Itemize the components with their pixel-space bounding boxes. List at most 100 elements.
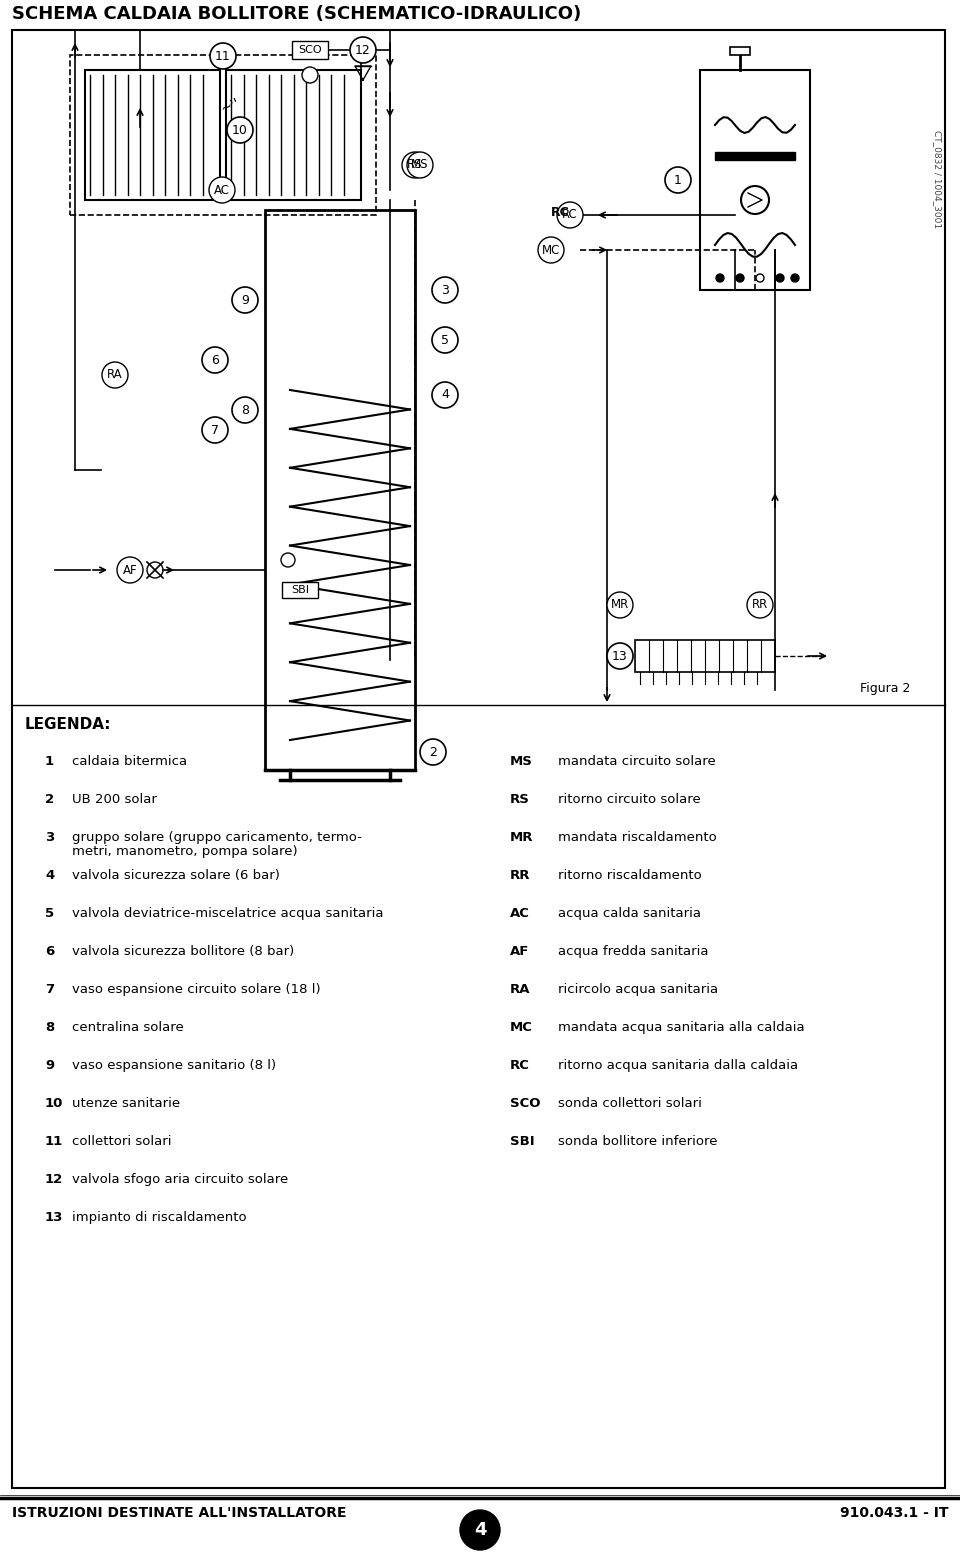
Text: RC: RC xyxy=(510,1059,530,1072)
Text: 12: 12 xyxy=(45,1173,63,1186)
Text: 13: 13 xyxy=(45,1211,63,1225)
Text: 9: 9 xyxy=(45,1059,54,1072)
Text: 10: 10 xyxy=(45,1097,63,1111)
Text: RS: RS xyxy=(407,159,422,172)
Text: valvola sicurezza bollitore (8 bar): valvola sicurezza bollitore (8 bar) xyxy=(72,945,295,958)
Circle shape xyxy=(210,44,236,69)
Text: AC: AC xyxy=(214,184,230,197)
Text: 910.043.1 - IT: 910.043.1 - IT xyxy=(839,1505,948,1519)
Text: ISTRUZIONI DESTINATE ALL'INSTALLATORE: ISTRUZIONI DESTINATE ALL'INSTALLATORE xyxy=(12,1505,347,1519)
Circle shape xyxy=(117,557,143,583)
Text: 2: 2 xyxy=(429,746,437,758)
Text: MR: MR xyxy=(611,599,629,612)
Text: LEGENDA:: LEGENDA: xyxy=(25,718,111,732)
Circle shape xyxy=(557,201,583,228)
Text: SCHEMA CALDAIA BOLLITORE (SCHEMATICO-IDRAULICO): SCHEMA CALDAIA BOLLITORE (SCHEMATICO-IDR… xyxy=(12,5,581,23)
Text: Figura 2: Figura 2 xyxy=(860,682,910,696)
Text: acqua calda sanitaria: acqua calda sanitaria xyxy=(558,906,701,920)
Text: ~'': ~'' xyxy=(218,95,242,115)
Circle shape xyxy=(202,346,228,373)
Text: 2: 2 xyxy=(45,792,54,807)
Circle shape xyxy=(202,417,228,443)
Text: 13: 13 xyxy=(612,649,628,663)
Text: 4: 4 xyxy=(441,388,449,401)
Bar xyxy=(730,47,750,55)
Bar xyxy=(635,640,775,672)
Circle shape xyxy=(741,186,769,214)
Text: vaso espansione sanitario (8 l): vaso espansione sanitario (8 l) xyxy=(72,1059,276,1072)
Text: mandata acqua sanitaria alla caldaia: mandata acqua sanitaria alla caldaia xyxy=(558,1020,804,1034)
Text: ritorno riscaldamento: ritorno riscaldamento xyxy=(558,869,702,881)
Text: collettori solari: collettori solari xyxy=(72,1136,172,1148)
Circle shape xyxy=(407,151,433,178)
Bar xyxy=(282,582,318,597)
Text: 4: 4 xyxy=(473,1521,487,1540)
Text: sonda collettori solari: sonda collettori solari xyxy=(558,1097,702,1111)
Circle shape xyxy=(232,396,258,423)
Circle shape xyxy=(747,591,773,618)
Bar xyxy=(85,70,220,200)
Text: gruppo solare (gruppo caricamento, termo-: gruppo solare (gruppo caricamento, termo… xyxy=(72,831,362,844)
Text: RS: RS xyxy=(510,792,530,807)
Text: MS: MS xyxy=(510,755,533,768)
Text: valvola sfogo aria circuito solare: valvola sfogo aria circuito solare xyxy=(72,1173,288,1186)
Text: RR: RR xyxy=(752,599,768,612)
Text: metri, manometro, pompa solare): metri, manometro, pompa solare) xyxy=(72,846,298,858)
Text: AF: AF xyxy=(123,563,137,577)
Circle shape xyxy=(281,552,295,566)
Text: AC: AC xyxy=(510,906,530,920)
Text: RA: RA xyxy=(108,368,123,382)
Text: 1: 1 xyxy=(674,173,682,187)
Circle shape xyxy=(209,176,235,203)
Text: ritorno circuito solare: ritorno circuito solare xyxy=(558,792,701,807)
Text: AF: AF xyxy=(510,945,529,958)
Text: MR: MR xyxy=(510,831,534,844)
Text: 10: 10 xyxy=(232,123,248,137)
Text: 8: 8 xyxy=(45,1020,55,1034)
Circle shape xyxy=(102,362,128,388)
Circle shape xyxy=(538,237,564,264)
Bar xyxy=(265,211,415,771)
Bar xyxy=(715,151,795,161)
Text: caldaia bitermica: caldaia bitermica xyxy=(72,755,187,768)
Circle shape xyxy=(460,1510,500,1551)
Circle shape xyxy=(232,287,258,314)
Bar xyxy=(700,70,810,290)
Circle shape xyxy=(607,591,633,618)
Text: 11: 11 xyxy=(215,50,230,62)
Text: RR: RR xyxy=(510,869,531,881)
Text: RC: RC xyxy=(551,206,570,220)
Text: 7: 7 xyxy=(45,983,54,995)
Circle shape xyxy=(776,275,784,282)
Text: 3: 3 xyxy=(45,831,55,844)
Text: CT_0832 / 1004_3001: CT_0832 / 1004_3001 xyxy=(932,129,942,228)
Circle shape xyxy=(791,275,799,282)
Circle shape xyxy=(716,275,724,282)
Text: 5: 5 xyxy=(45,906,54,920)
Circle shape xyxy=(432,382,458,409)
Text: 8: 8 xyxy=(241,404,249,417)
Circle shape xyxy=(227,117,253,144)
Text: RC: RC xyxy=(563,209,578,222)
Text: vaso espansione circuito solare (18 l): vaso espansione circuito solare (18 l) xyxy=(72,983,321,995)
Text: sonda bollitore inferiore: sonda bollitore inferiore xyxy=(558,1136,717,1148)
Text: MC: MC xyxy=(510,1020,533,1034)
Text: 6: 6 xyxy=(45,945,55,958)
Text: ritorno acqua sanitaria dalla caldaia: ritorno acqua sanitaria dalla caldaia xyxy=(558,1059,798,1072)
Text: SCO: SCO xyxy=(510,1097,540,1111)
Text: centralina solare: centralina solare xyxy=(72,1020,183,1034)
Circle shape xyxy=(756,275,764,282)
Circle shape xyxy=(736,275,744,282)
Text: 3: 3 xyxy=(441,284,449,296)
Circle shape xyxy=(432,278,458,303)
Bar xyxy=(226,70,361,200)
Text: acqua fredda sanitaria: acqua fredda sanitaria xyxy=(558,945,708,958)
Text: mandata riscaldamento: mandata riscaldamento xyxy=(558,831,717,844)
Text: utenze sanitarie: utenze sanitarie xyxy=(72,1097,180,1111)
Text: MS: MS xyxy=(411,159,429,172)
Text: 4: 4 xyxy=(45,869,55,881)
Text: MC: MC xyxy=(541,243,561,256)
Text: UB 200 solar: UB 200 solar xyxy=(72,792,156,807)
Text: 9: 9 xyxy=(241,293,249,306)
Text: SBI: SBI xyxy=(510,1136,535,1148)
